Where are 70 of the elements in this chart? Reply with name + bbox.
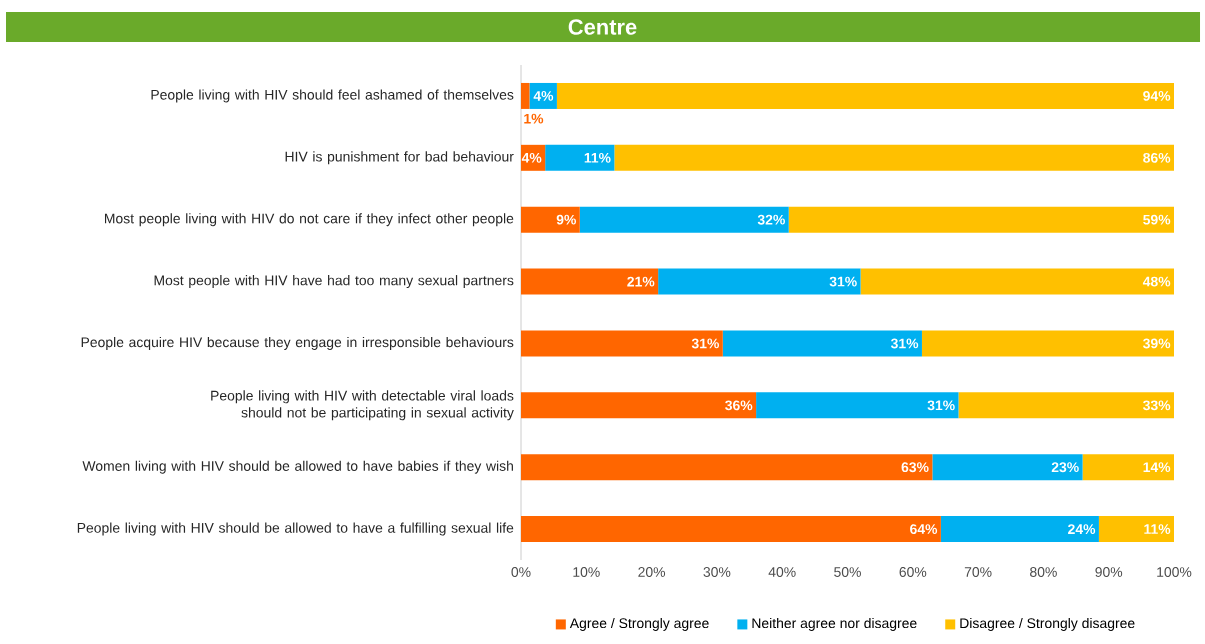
bar bbox=[756, 392, 959, 419]
bar bbox=[521, 206, 580, 233]
bar bbox=[521, 268, 659, 295]
bar bbox=[556, 82, 1175, 109]
data-label: 23% bbox=[1051, 462, 1079, 473]
x-tick-label: 90% bbox=[1095, 567, 1123, 577]
data-label: 14% bbox=[1143, 462, 1171, 473]
bar bbox=[521, 330, 723, 357]
data-label: 24% bbox=[1068, 524, 1096, 534]
bar bbox=[579, 206, 789, 233]
bar bbox=[921, 330, 1175, 357]
bar bbox=[529, 82, 557, 109]
bar bbox=[614, 144, 1175, 171]
bar bbox=[932, 454, 1083, 481]
bar bbox=[940, 516, 1099, 543]
data-label: 39% bbox=[1143, 338, 1171, 349]
data-label: 48% bbox=[1142, 276, 1171, 287]
y-tick-label: Most people living with HIV do not care if they infect other people bbox=[104, 213, 514, 227]
data-label: 59% bbox=[1143, 214, 1171, 225]
bar bbox=[521, 392, 757, 419]
data-label: 64% bbox=[910, 524, 938, 534]
data-label: 9% bbox=[556, 214, 577, 225]
x-tick-label: 80% bbox=[1030, 567, 1057, 577]
data-label: 31% bbox=[927, 400, 955, 411]
legend-label: Agree / Strongly agree bbox=[569, 617, 709, 631]
bar bbox=[521, 82, 530, 109]
data-label: 36% bbox=[725, 400, 753, 411]
y-tick-label: Most people with HIV have had too many sexual partners bbox=[154, 275, 514, 289]
bar bbox=[722, 330, 922, 357]
data-label: 31% bbox=[829, 276, 857, 287]
y-tick-label: People living with HIV should feel ashamed of themselves bbox=[151, 89, 514, 103]
bar bbox=[545, 144, 615, 171]
bar bbox=[958, 392, 1175, 419]
data-label: 94% bbox=[1143, 91, 1171, 101]
x-tick-label: 10% bbox=[573, 567, 600, 577]
bar bbox=[521, 516, 941, 543]
x-tick-label: 50% bbox=[834, 567, 861, 577]
legend-label: Disagree / Strongly disagree bbox=[960, 617, 1135, 631]
data-label: 11% bbox=[584, 152, 611, 163]
data-label: 86% bbox=[1143, 152, 1171, 163]
y-tick-label: People acquire HIV because they engage in irresponsible behaviours bbox=[81, 336, 514, 350]
chart-title: Centre bbox=[568, 19, 637, 35]
data-label: 11% bbox=[1144, 524, 1171, 534]
data-label: 1% bbox=[524, 113, 544, 124]
bar bbox=[1098, 516, 1175, 543]
y-tick-label: People living with HIV with detectable viral loads should not be participating in sexual activity bbox=[211, 390, 514, 421]
bar bbox=[788, 206, 1175, 233]
x-tick-label: 0% bbox=[511, 567, 531, 577]
x-tick-label: 30% bbox=[703, 567, 731, 577]
y-tick-label: HIV is punishment for bad behaviour bbox=[285, 151, 514, 165]
x-tick-label: 20% bbox=[638, 567, 666, 577]
legend-label: Neither agree nor disagree bbox=[752, 617, 917, 631]
x-tick-label: 70% bbox=[964, 567, 992, 577]
y-tick-label: People living with HIV should be allowed to have a fulfilling sexual life bbox=[77, 522, 514, 536]
x-tick-label: 60% bbox=[899, 567, 927, 577]
data-label: 63% bbox=[901, 462, 929, 473]
data-label: 32% bbox=[757, 214, 785, 225]
data-label: 4% bbox=[533, 91, 554, 101]
bar bbox=[1082, 454, 1175, 481]
x-tick-label: 40% bbox=[768, 567, 796, 577]
data-label: 31% bbox=[691, 338, 720, 349]
x-tick-label: 100% bbox=[1157, 567, 1192, 577]
data-label: 4% bbox=[521, 152, 542, 163]
data-label: 33% bbox=[1143, 400, 1171, 411]
y-tick-label: Women living with HIV should be allowed to have babies if they wish bbox=[82, 460, 513, 474]
bar bbox=[658, 268, 861, 295]
bar bbox=[860, 268, 1175, 295]
data-label: 21% bbox=[627, 276, 655, 287]
data-label: 31% bbox=[890, 338, 919, 349]
bar bbox=[521, 454, 933, 481]
